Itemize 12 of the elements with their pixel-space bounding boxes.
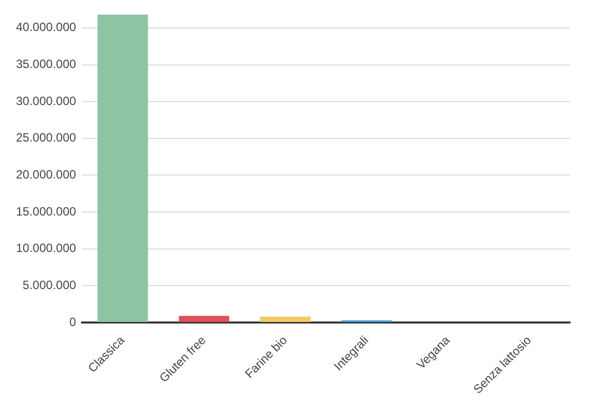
y-tick-label: 35.000.000 [16,57,76,72]
y-tick-label: 5.000.000 [22,278,76,292]
bar [98,14,148,322]
bar [260,316,311,322]
y-tick-label: 40.000.000 [16,20,76,34]
bar [178,316,230,322]
y-tick-label: 10.000.000 [16,241,76,256]
y-tick-label: 25.000.000 [16,130,76,145]
y-tick-label: 0 [69,314,76,329]
y-tick-label: 15.000.000 [16,204,76,218]
y-tick-label: 20.000.000 [16,168,76,182]
y-tick-label: 30.000.000 [16,94,76,108]
